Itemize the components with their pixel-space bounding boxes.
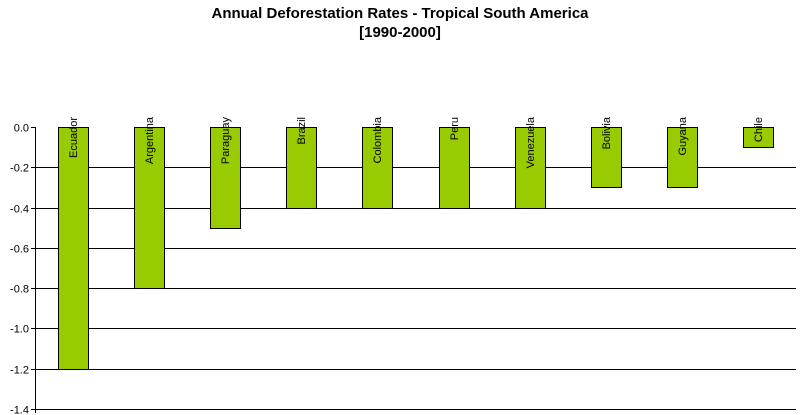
y-tick-label: -1.2 (10, 365, 29, 377)
category-label-argentina: Argentina (144, 116, 156, 164)
y-tick-label: -1.4 (10, 405, 29, 415)
y-tick-label: -0.6 (10, 244, 29, 256)
category-label-bolivia: Bolivia (601, 116, 613, 149)
chart-subtitle: [1990-2000] (359, 24, 441, 41)
chart-title: Annual Deforestation Rates - Tropical So… (0, 4, 800, 42)
y-tick-label: 0.0 (14, 123, 29, 135)
bar-chile (743, 127, 774, 148)
y-tick-label: -0.4 (10, 204, 29, 216)
y-tick-label: -0.2 (10, 163, 29, 175)
category-labels: Ecuador Argentina Paraguay Brazil Colombia Pe… (68, 116, 765, 168)
bar-brazil (286, 127, 317, 209)
category-label-guyana: Guyana (677, 116, 689, 155)
bar-venezuela (515, 127, 546, 209)
bars (58, 127, 774, 370)
bar-paraguay (210, 127, 241, 229)
category-label-ecuador: Ecuador (68, 117, 80, 158)
category-label-paraguay: Paraguay (220, 117, 232, 165)
y-tick-label: -0.8 (10, 284, 29, 296)
bar-guyana (667, 127, 698, 188)
category-label-venezuela: Venezuela (525, 116, 537, 168)
category-label-brazil: Brazil (296, 117, 308, 145)
y-axis: 0.0 -0.2 -0.4 -0.6 -0.8 -1.0 -1.2 -1.4 (10, 123, 36, 415)
category-label-chile: Chile (753, 117, 765, 142)
bar-argentina (134, 127, 165, 289)
bar-colombia (362, 127, 393, 209)
y-tick-label: -1.0 (10, 324, 29, 336)
chart-title-line: Annual Deforestation Rates - Tropical So… (211, 5, 589, 22)
bar-bolivia (591, 127, 622, 188)
bar-peru (439, 127, 470, 209)
category-label-peru: Peru (449, 117, 461, 140)
bar-ecuador (58, 127, 89, 370)
category-label-colombia: Colombia (372, 116, 384, 163)
